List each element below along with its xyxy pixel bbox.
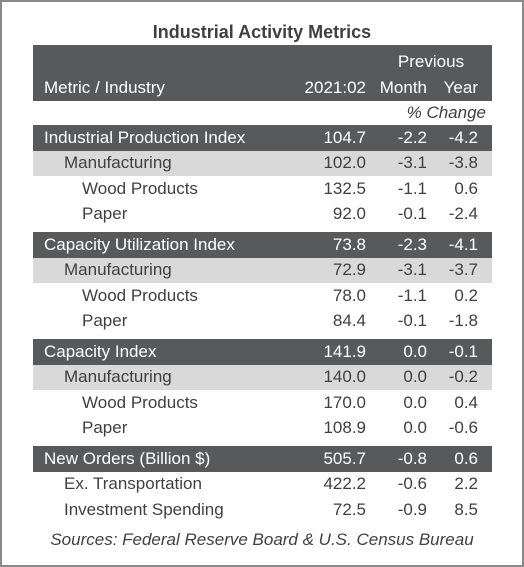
month-change-cell: -3.1 [397, 260, 427, 280]
month-change-cell: -1.1 [397, 178, 427, 198]
row-band [33, 257, 492, 283]
value-cell: 73.8 [332, 234, 366, 254]
row-label: Wood Products [82, 178, 198, 198]
month-change-cell: -3.1 [397, 153, 427, 173]
year-change-cell: -0.1 [448, 341, 478, 361]
month-change-cell: 0.0 [403, 367, 427, 387]
column-header: 2021:02 [304, 78, 366, 97]
row-label: Ex. Transportation [64, 474, 202, 494]
value-cell: 92.0 [332, 204, 366, 224]
year-change-cell: 0.2 [454, 285, 478, 305]
value-cell: 84.4 [332, 311, 366, 331]
month-change-cell: -2.2 [397, 127, 427, 147]
value-cell: 141.9 [323, 341, 366, 361]
row-label: Capacity Utilization Index [44, 234, 235, 254]
month-change-cell: -0.1 [397, 311, 427, 331]
value-cell: 422.2 [323, 474, 366, 494]
value-cell: 140.0 [323, 367, 366, 387]
row-band [33, 364, 492, 390]
row-label: Industrial Production Index [44, 127, 246, 147]
year-change-cell: -3.8 [448, 153, 478, 173]
column-header: Metric / Industry [44, 78, 165, 97]
row-band [33, 150, 492, 176]
row-label: Manufacturing [64, 260, 172, 280]
column-header: Month [379, 78, 427, 97]
year-change-cell: -3.7 [448, 260, 478, 280]
row-label: Wood Products [82, 285, 198, 305]
value-cell: 104.7 [323, 127, 366, 147]
month-change-cell: -0.1 [397, 204, 427, 224]
row-label: Paper [82, 418, 128, 438]
value-cell: 132.5 [323, 178, 366, 198]
row-label: Wood Products [82, 392, 198, 412]
row-band [33, 339, 492, 365]
row-band [33, 446, 492, 472]
header-band [33, 45, 492, 101]
value-cell: 102.0 [323, 153, 366, 173]
row-label: Investment Spending [64, 499, 224, 519]
row-label: Manufacturing [64, 367, 172, 387]
change-label: % Change [406, 103, 486, 122]
row-label: Capacity Index [44, 341, 157, 361]
row-label: Paper [82, 204, 128, 224]
row-label: Paper [82, 311, 128, 331]
value-cell: 505.7 [323, 448, 366, 468]
month-change-cell: -2.3 [397, 234, 427, 254]
year-change-cell: -0.6 [448, 418, 478, 438]
year-change-cell: 8.5 [454, 499, 478, 519]
month-change-cell: -1.1 [397, 285, 427, 305]
year-change-cell: -1.8 [448, 311, 478, 331]
value-cell: 72.9 [332, 260, 366, 280]
month-change-cell: -0.8 [397, 448, 427, 468]
month-change-cell: 0.0 [403, 392, 427, 412]
value-cell: 170.0 [323, 392, 366, 412]
row-band [33, 125, 492, 151]
row-label: Manufacturing [64, 153, 172, 173]
year-change-cell: -4.2 [448, 127, 478, 147]
year-change-cell: -0.2 [448, 367, 478, 387]
value-cell: 78.0 [332, 285, 366, 305]
year-change-cell: -4.1 [448, 234, 478, 254]
value-cell: 72.5 [332, 499, 366, 519]
row-band [33, 232, 492, 258]
month-change-cell: -0.9 [397, 499, 427, 519]
column-header: Year [443, 78, 478, 97]
year-change-cell: 0.6 [454, 178, 478, 198]
month-change-cell: 0.0 [403, 341, 427, 361]
month-change-cell: 0.0 [403, 418, 427, 438]
month-change-cell: -0.6 [397, 474, 427, 494]
year-change-cell: 0.6 [454, 448, 478, 468]
previous-label: Previous [397, 52, 465, 71]
row-label: New Orders (Billion $) [44, 448, 211, 468]
value-cell: 108.9 [323, 418, 366, 438]
year-change-cell: 0.4 [454, 392, 478, 412]
year-change-cell: 2.2 [454, 474, 478, 494]
title: Industrial Activity Metrics [152, 22, 372, 42]
year-change-cell: -2.4 [448, 204, 478, 224]
sources: Sources: Federal Reserve Board & U.S. Ce… [50, 530, 474, 549]
